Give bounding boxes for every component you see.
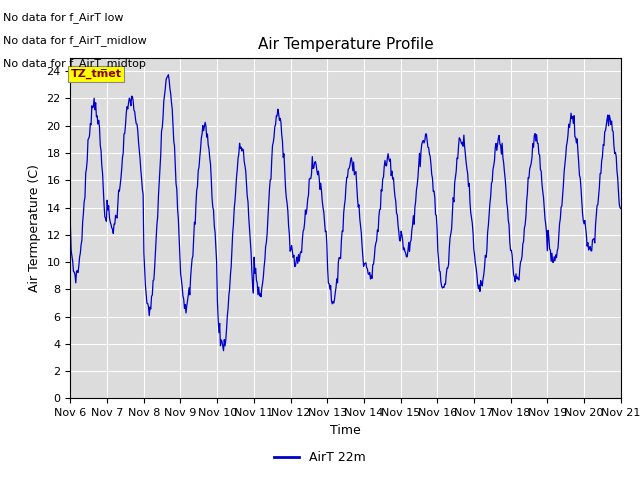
Text: No data for f_AirT_midlow: No data for f_AirT_midlow bbox=[3, 35, 147, 46]
Title: Air Temperature Profile: Air Temperature Profile bbox=[258, 37, 433, 52]
Text: No data for f_AirT low: No data for f_AirT low bbox=[3, 12, 124, 23]
Legend: AirT 22m: AirT 22m bbox=[269, 446, 371, 469]
Y-axis label: Air Termperature (C): Air Termperature (C) bbox=[28, 164, 41, 292]
Text: TZ_tmet: TZ_tmet bbox=[70, 69, 122, 79]
Text: No data for f_AirT_midtop: No data for f_AirT_midtop bbox=[3, 58, 146, 69]
X-axis label: Time: Time bbox=[330, 424, 361, 437]
